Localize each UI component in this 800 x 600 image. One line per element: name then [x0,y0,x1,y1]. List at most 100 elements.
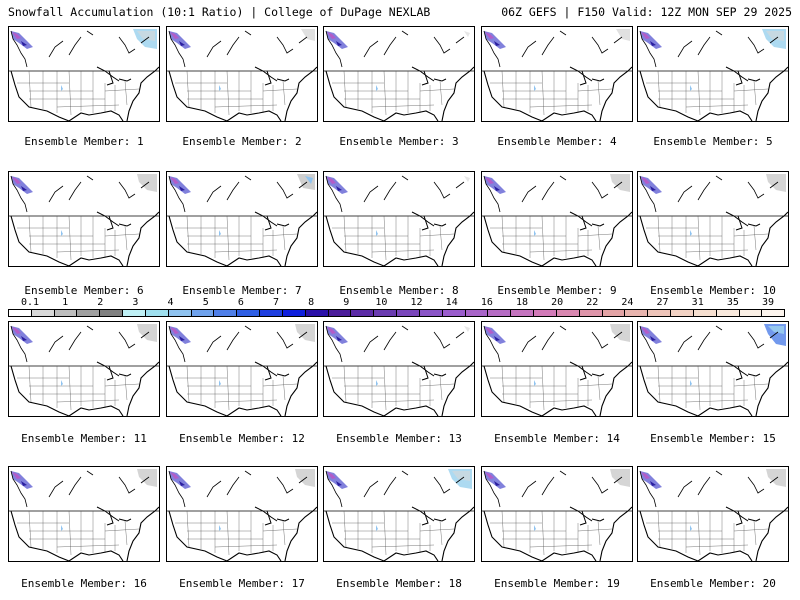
colorbar-tick-label: 4 [167,297,174,308]
colorbar-tick-label: 20 [551,297,564,308]
member-caption-1: Ensemble Member: 1 [24,135,144,148]
colorbar-swatch [123,310,146,316]
colorbar-swatch [54,310,78,316]
map-title: Snowfall Accumulation (10:1 Ratio) | Col… [8,5,431,19]
colorbar-tick-label: 5 [202,297,209,308]
member-map-17 [166,466,318,562]
member-caption-19: Ensemble Member: 19 [494,577,620,590]
colorbar-tick-label: 2 [97,297,104,308]
member-caption-18: Ensemble Member: 18 [336,577,462,590]
member-caption-7: Ensemble Member: 7 [182,284,302,297]
colorbar-swatch [260,310,283,316]
colorbar-swatch [602,310,626,316]
colorbar-swatch [465,310,489,316]
member-map-13 [323,321,475,417]
colorbar-swatch [534,310,557,316]
member-map-8 [323,171,475,267]
member-map-18 [323,466,475,562]
member-map-20 [637,466,789,562]
colorbar-swatch [397,310,420,316]
colorbar-tick-label: 1 [62,297,69,308]
colorbar-tick-label: 27 [656,297,669,308]
colorbar-swatch [671,310,694,316]
colorbar-tick-label: 0.1 [20,297,40,308]
colorbar-swatch [145,310,169,316]
member-map-11 [8,321,160,417]
colorbar-swatch [282,310,306,316]
colorbar-swatch [191,310,215,316]
member-caption-12: Ensemble Member: 12 [179,432,305,445]
colorbar-swatch [168,310,192,316]
colorbar-tick-label: 31 [691,297,704,308]
colorbar-swatch [100,310,124,316]
member-map-14 [481,321,633,417]
colorbar-tick-label: 35 [726,297,739,308]
member-map-12 [166,321,318,417]
member-caption-8: Ensemble Member: 8 [339,284,459,297]
model-valid-time: 06Z GEFS | F150 Valid: 12Z MON SEP 29 20… [501,5,792,19]
member-caption-15: Ensemble Member: 15 [650,432,776,445]
colorbar-tick-label: 8 [308,297,315,308]
member-caption-2: Ensemble Member: 2 [182,135,302,148]
colorbar-tick-label: 16 [480,297,493,308]
member-caption-11: Ensemble Member: 11 [21,432,147,445]
colorbar-tick-label: 7 [272,297,280,308]
colorbar-swatch [648,310,672,316]
member-caption-5: Ensemble Member: 5 [653,135,773,148]
colorbar-labels: 0.1 1 2 3 4 5 6 7 8 9 10 12 14 16 18 20 22 24 27 31 35 39 [0,297,800,309]
member-map-19 [481,466,633,562]
member-map-5 [637,26,789,122]
colorbar-tick-label: 24 [621,297,634,308]
member-map-15 [637,321,789,417]
colorbar-swatch [716,310,740,316]
member-caption-17: Ensemble Member: 17 [179,577,305,590]
colorbar-swatch [237,310,261,316]
colorbar-swatch [625,310,649,316]
colorbar-swatch [511,310,535,316]
colorbar-swatch [762,310,785,316]
colorbar-swatch [488,310,512,316]
member-caption-6: Ensemble Member: 6 [24,284,144,297]
colorbar-swatch [579,310,603,316]
colorbar-swatch [374,310,398,316]
colorbar-swatch [31,310,55,316]
member-caption-20: Ensemble Member: 20 [650,577,776,590]
colorbar-swatch [214,310,238,316]
colorbar-swatch [305,310,329,316]
colorbar-tick-label: 12 [410,297,423,308]
colorbar-tick-label: 22 [586,297,599,308]
colorbar-tick-label: 10 [375,297,388,308]
member-caption-13: Ensemble Member: 13 [336,432,462,445]
member-map-9 [481,171,633,267]
member-map-1 [8,26,160,122]
colorbar-tick-label: 6 [237,297,244,308]
colorbar-swatch [351,310,375,316]
member-caption-14: Ensemble Member: 14 [494,432,620,445]
colorbar-swatch [693,310,717,316]
colorbar-tick-label: 18 [515,297,529,308]
member-caption-9: Ensemble Member: 9 [497,284,617,297]
member-map-6 [8,171,160,267]
member-caption-4: Ensemble Member: 4 [497,135,617,148]
colorbar-swatch [419,310,443,316]
colorbar-swatch [9,310,32,316]
member-map-7 [166,171,318,267]
member-map-3 [323,26,475,122]
colorbar-tick-label: 39 [761,297,775,308]
member-map-10 [637,171,789,267]
colorbar-swatch [442,310,466,316]
member-caption-3: Ensemble Member: 3 [339,135,459,148]
colorbar-swatch [328,310,352,316]
colorbar-tick-label: 14 [445,297,458,308]
member-map-4 [481,26,633,122]
colorbar-tick-label: 3 [132,297,139,308]
member-map-16 [8,466,160,562]
member-caption-10: Ensemble Member: 10 [650,284,776,297]
member-map-2 [166,26,318,122]
colorbar-swatch [739,310,763,316]
colorbar-tick-label: 9 [343,297,350,308]
snowfall-colorbar [8,309,785,317]
member-caption-16: Ensemble Member: 16 [21,577,147,590]
colorbar-swatch [556,310,580,316]
colorbar-swatch [77,310,101,316]
